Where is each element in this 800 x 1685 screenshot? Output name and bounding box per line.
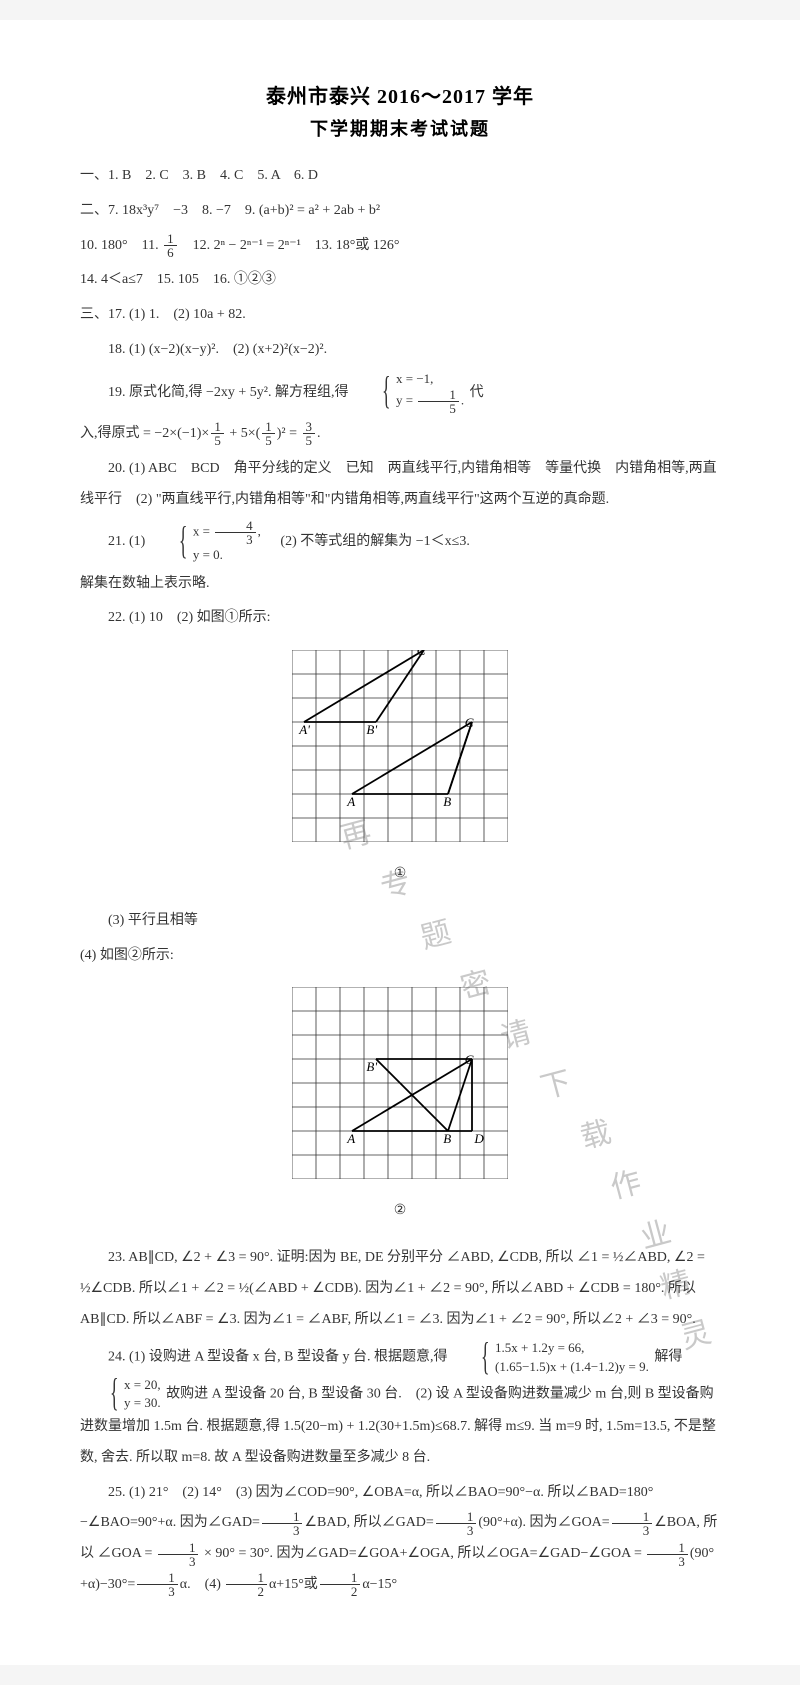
q15: 15. 105 (157, 272, 199, 287)
q21-line1: 21. (1) x = 43, y = 0. (2) 不等式组的解集为 −1＜x… (80, 519, 720, 564)
q19-line2: 入,得原式 = −2×(−1)×15 + 5×(15)² = 35. (80, 419, 720, 450)
q24-system1: 1.5x + 1.2y = 66, (1.65−1.5)x + (1.4−1.2… (453, 1339, 649, 1375)
q22-b: (3) 平行且相等 (80, 906, 720, 937)
title-main: 泰州市泰兴 2016～2017 学年 (80, 80, 720, 109)
section-2-line2: 10. 180° 11. 16 12. 2ⁿ − 2ⁿ⁻¹ = 2ⁿ⁻¹ 13.… (80, 231, 720, 262)
q12: 12. 2ⁿ − 2ⁿ⁻¹ = 2ⁿ⁻¹ (193, 238, 301, 253)
q22-c: (4) 如图②所示: (80, 941, 720, 972)
page-root: 泰州市泰兴 2016～2017 学年 下学期期末考试试题 一、1. B 2. C… (0, 20, 800, 1665)
q10: 10. 180° (80, 238, 128, 253)
q8: 8. −7 (202, 203, 231, 218)
q24: 24. (1) 设购进 A 型设备 x 台, B 型设备 y 台. 根据题意,得… (80, 1339, 720, 1473)
q13: 13. 18°或 126° (315, 238, 400, 253)
svg-text:A: A (346, 794, 355, 809)
q9: 9. (a+b)² = a² + 2ab + b² (245, 203, 380, 218)
svg-text:B: B (443, 1131, 451, 1146)
figure-2-caption: ② (80, 1196, 720, 1227)
sec3-label: 三、 (80, 307, 108, 322)
svg-text:B': B' (366, 1059, 377, 1074)
q16: 16. ①②③ (213, 272, 276, 287)
q24-system2: x = 20, y = 30. (82, 1376, 161, 1412)
q21-system: x = 43, y = 0. (151, 519, 261, 564)
q11-label: 11. (142, 238, 159, 253)
svg-text:C': C' (417, 650, 429, 658)
title-sub: 下学期期末考试试题 (80, 115, 720, 141)
q23: 23. AB∥CD, ∠2 + ∠3 = 90°. 证明:因为 BE, DE 分… (80, 1243, 720, 1335)
svg-text:A': A' (298, 722, 310, 737)
q22-a: 22. (1) 10 (2) 如图①所示: (80, 603, 720, 634)
sec1-label: 一、 (80, 168, 108, 183)
q18: 18. (1) (x−2)(x−y)². (2) (x+2)²(x−2)². (80, 335, 720, 366)
q19-line1: 19. 原式化简,得 −2xy + 5y². 解方程组,得 x = −1, y … (80, 370, 720, 415)
figure-1: A' B' C' A B C ① (80, 650, 720, 890)
q11-frac: 16 (164, 232, 177, 259)
q14: 14. 4＜a≤7 (80, 272, 143, 287)
svg-text:A: A (346, 1131, 355, 1146)
q25: 25. (1) 21° (2) 14° (3) 因为∠COD=90°, ∠OBA… (80, 1478, 720, 1601)
figure-1-caption: ① (80, 859, 720, 890)
svg-text:C: C (465, 715, 474, 730)
q7: 7. 18x³y⁷ −3 (108, 203, 188, 218)
section-2-line1: 二、7. 18x³y⁷ −3 8. −7 9. (a+b)² = a² + 2a… (80, 196, 720, 227)
figure-1-svg: A' B' C' A B C (292, 650, 508, 842)
svg-text:D: D (473, 1131, 484, 1146)
svg-text:B: B (443, 794, 451, 809)
sec1-answers: 1. B 2. C 3. B 4. C 5. A 6. D (108, 168, 318, 183)
content: 一、1. B 2. C 3. B 4. C 5. A 6. D 二、7. 18x… (80, 161, 720, 1601)
figure-2-svg: B' C A B D (292, 987, 508, 1179)
title-block: 泰州市泰兴 2016～2017 学年 下学期期末考试试题 (80, 80, 720, 141)
q17: 三、17. (1) 1. (2) 10a + 82. (80, 300, 720, 331)
section-2-line3: 14. 4＜a≤7 15. 105 16. ①②③ (80, 265, 720, 296)
figure-2: B' C A B D ② (80, 987, 720, 1227)
svg-text:C: C (465, 1052, 474, 1067)
sec2-label: 二、 (80, 203, 108, 218)
q19-system: x = −1, y = 15. (354, 370, 464, 415)
svg-text:B': B' (366, 722, 377, 737)
section-1: 一、1. B 2. C 3. B 4. C 5. A 6. D (80, 161, 720, 192)
